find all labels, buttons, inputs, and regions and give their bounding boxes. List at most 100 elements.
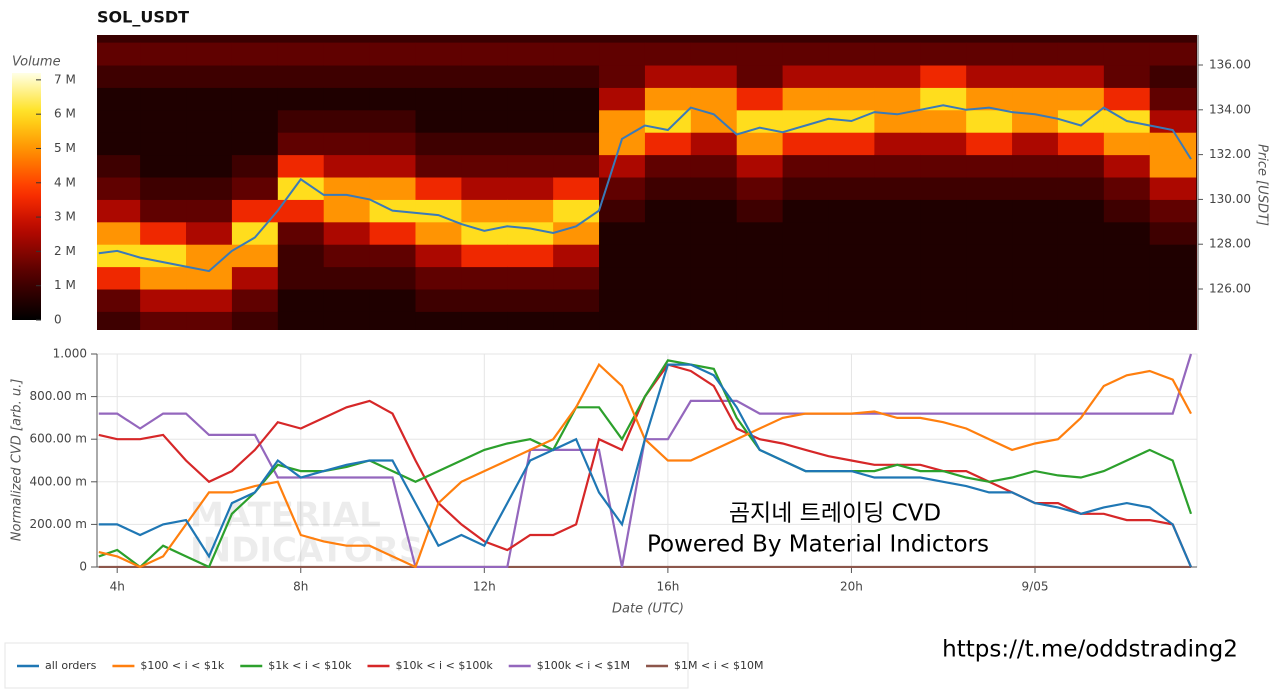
heat-cell <box>690 65 738 88</box>
heat-cell <box>874 177 921 200</box>
heat-cell <box>415 289 462 312</box>
heat-cell <box>1149 65 1197 88</box>
y-axis-label: Normalized CVD [arb. u.] <box>10 379 25 542</box>
heat-cell <box>966 244 1013 268</box>
heat-cell <box>1057 154 1105 178</box>
heat-cell <box>599 42 646 66</box>
y-tick-label: 0 <box>79 560 87 574</box>
heat-cell <box>323 177 371 200</box>
heat-cell <box>231 87 279 111</box>
heat-cell <box>1149 244 1197 268</box>
x-tick-label: 8h <box>293 580 308 594</box>
heat-cell <box>782 221 829 245</box>
chart-title: SOL_USDT <box>97 8 189 27</box>
heat-cell <box>920 244 967 268</box>
heat-cell <box>599 266 646 290</box>
heat-cell <box>369 154 416 178</box>
heat-cell <box>507 65 554 88</box>
y-axis-label: Price [USDT] <box>1255 144 1270 226</box>
heat-cell <box>461 244 508 268</box>
heat-cell <box>782 42 829 66</box>
heat-cell <box>186 87 233 111</box>
heat-cell <box>966 42 1013 66</box>
heat-cell <box>1103 177 1151 200</box>
heat-cell <box>736 87 784 111</box>
heat-cell <box>186 199 233 223</box>
y-tick-label: 600.00 m <box>30 432 88 446</box>
heat-cell <box>1012 109 1059 133</box>
heat-cell <box>920 266 967 290</box>
heat-cell <box>1149 266 1197 290</box>
heat-cell <box>828 266 875 290</box>
legend-label: $100k < i < $1M <box>537 659 630 672</box>
heat-cell <box>507 87 554 111</box>
heat-cell <box>97 199 141 223</box>
heat-cell <box>966 266 1013 290</box>
heat-cell <box>1057 289 1105 312</box>
heat-cell <box>599 65 646 88</box>
heat-cell <box>920 42 967 66</box>
heat-cell <box>1012 87 1059 111</box>
heat-cell <box>507 289 554 312</box>
heat-cell <box>1149 87 1197 111</box>
heat-cell <box>644 42 692 66</box>
colorbar-tick-label: 5 M <box>54 141 76 155</box>
heat-cell <box>415 311 462 330</box>
plot-frame <box>96 353 1198 568</box>
heat-cell <box>140 266 187 290</box>
heat-cell <box>97 311 141 330</box>
heat-cell <box>690 244 738 268</box>
heat-cell <box>369 177 416 200</box>
heat-cell <box>690 221 738 245</box>
heat-cell <box>415 42 462 66</box>
heat-cell <box>553 244 600 268</box>
heat-cell <box>186 65 233 88</box>
heat-cell <box>277 266 325 290</box>
heat-cell <box>874 244 921 268</box>
heat-cell <box>644 244 692 268</box>
heat-cell <box>736 221 784 245</box>
heat-cell <box>1103 221 1151 245</box>
heat-cell <box>966 132 1013 156</box>
heat-cell <box>97 289 141 312</box>
colorbar-label: Volume <box>12 55 61 70</box>
heat-cell <box>1103 65 1151 88</box>
heat-cell <box>644 311 692 330</box>
heat-cell <box>1103 289 1151 312</box>
heat-cell <box>186 154 233 178</box>
heat-cell <box>828 244 875 268</box>
heat-cell <box>644 289 692 312</box>
heat-cell <box>1012 221 1059 245</box>
x-tick-label: 12h <box>473 580 496 594</box>
heat-cell <box>1057 65 1105 88</box>
heat-cell <box>1103 244 1151 268</box>
heat-cell <box>97 154 141 178</box>
heat-cell <box>874 221 921 245</box>
heat-cell <box>966 289 1013 312</box>
y-tick-label: 800.00 m <box>30 389 88 403</box>
heat-cell <box>323 42 371 66</box>
colorbar-tick-label: 1 M <box>54 278 76 292</box>
heat-cell <box>1012 132 1059 156</box>
heat-cell <box>323 154 371 178</box>
heat-cell <box>186 177 233 200</box>
heat-cell <box>782 87 829 111</box>
heat-cell <box>966 109 1013 133</box>
heat-cell <box>966 199 1013 223</box>
x-tick-label: 9/05 <box>1022 580 1049 594</box>
heat-cell <box>277 199 325 223</box>
heat-cell <box>690 42 738 66</box>
heat-cell <box>874 311 921 330</box>
heat-cell <box>1149 289 1197 312</box>
heat-cell <box>966 221 1013 245</box>
heat-cell <box>323 132 371 156</box>
heat-cell <box>690 266 738 290</box>
heat-cell <box>874 109 921 133</box>
heat-cell <box>507 221 554 245</box>
heat-cell <box>415 221 462 245</box>
heat-cell <box>277 244 325 268</box>
heat-cell <box>140 177 187 200</box>
heat-cell <box>736 177 784 200</box>
heat-cell <box>782 266 829 290</box>
colorbar-tick-label: 7 M <box>54 72 76 86</box>
